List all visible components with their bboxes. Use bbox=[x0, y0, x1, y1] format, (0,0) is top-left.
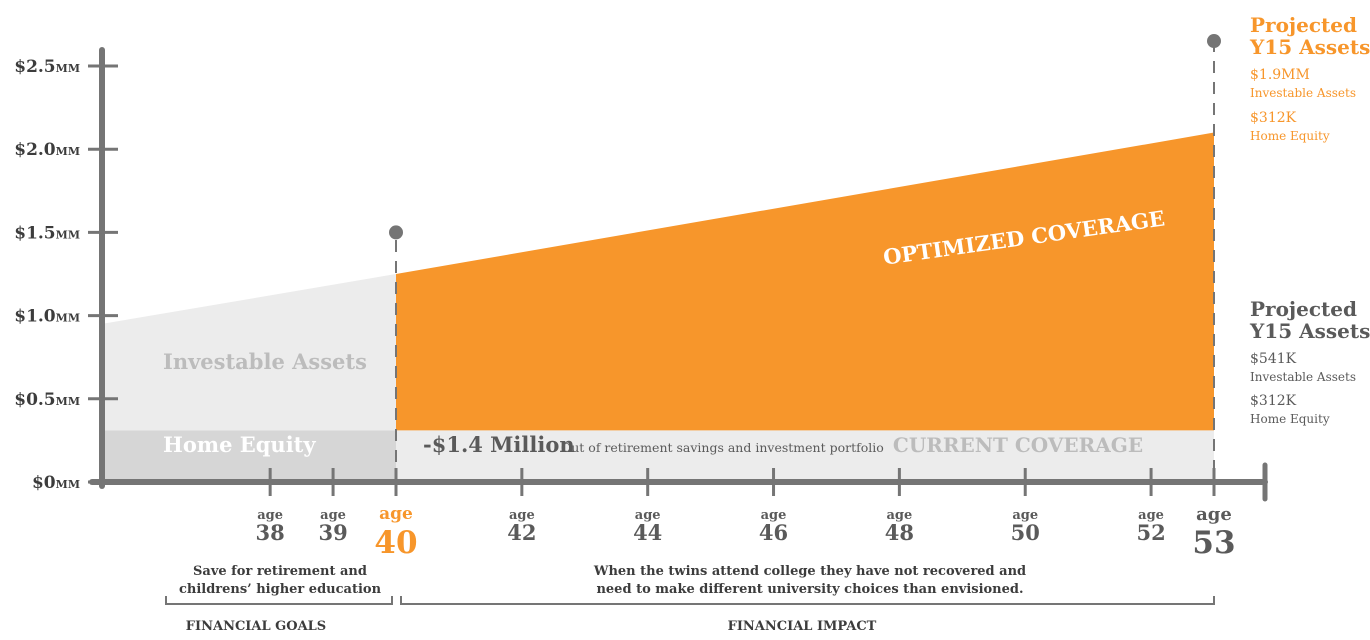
loss-amount-label: -$1.4 Million bbox=[423, 432, 575, 457]
y-tick-label: $2.5MM bbox=[14, 57, 80, 77]
x-tick-label: 42 bbox=[507, 520, 536, 545]
x-tick-age-label: age bbox=[509, 508, 535, 523]
investable-assets-area bbox=[102, 274, 396, 431]
x-tick-age-label: age bbox=[257, 508, 283, 523]
financial-impact-block: When the twins attend college they have … bbox=[400, 564, 1215, 634]
x-tick-age-label: age bbox=[886, 508, 912, 523]
financial-impact-bracket bbox=[400, 596, 1215, 605]
x-tick-age-label: age bbox=[379, 504, 413, 524]
projected-current-equity-value: $312K bbox=[1250, 393, 1297, 409]
y-axis-ticks: $0MM $0.5MM $1.0MM $1.5MM $2.0MM $2.5MM bbox=[14, 57, 118, 493]
x-tick-label: 52 bbox=[1136, 520, 1165, 545]
projected-current-block: Projected Y15 Assets $541K Investable As… bbox=[1249, 297, 1370, 426]
current-coverage-label: CURRENT COVERAGE bbox=[893, 433, 1143, 457]
projected-current-investable-value: $541K bbox=[1250, 351, 1297, 367]
projected-optimized-block: Projected Y15 Assets $1.9MM Investable A… bbox=[1249, 13, 1370, 143]
x-tick-label: 50 bbox=[1011, 520, 1040, 545]
projected-current-title-2: Y15 Assets bbox=[1249, 319, 1370, 343]
projected-current-investable-label: Investable Assets bbox=[1250, 370, 1356, 384]
financial-goals-text-1: Save for retirement and bbox=[193, 564, 367, 579]
y-tick-label: $1.0MM bbox=[14, 307, 80, 327]
projected-optimized-title-1: Projected bbox=[1250, 13, 1357, 37]
x-tick-age-label: age bbox=[320, 508, 346, 523]
x-tick-age-label: age bbox=[635, 508, 661, 523]
projected-optimized-equity-value: $312K bbox=[1250, 110, 1297, 126]
x-tick-age-label: age bbox=[1012, 508, 1038, 523]
x-tick-label: 53 bbox=[1192, 525, 1235, 561]
y-tick-label: $2.0MM bbox=[14, 140, 80, 160]
y-tick-label: $1.5MM bbox=[14, 223, 80, 243]
projected-optimized-investable-value: $1.9MM bbox=[1250, 67, 1310, 83]
x-tick-age-label: age bbox=[1196, 504, 1232, 525]
x-tick-label: 38 bbox=[256, 520, 285, 545]
financial-goals-bracket bbox=[165, 596, 393, 605]
chart-markers bbox=[389, 34, 1221, 240]
financial-goals-block: Save for retirement and childrens’ highe… bbox=[165, 564, 393, 634]
financial-impact-label: FINANCIAL IMPACT bbox=[728, 619, 877, 634]
marker-dot bbox=[1207, 34, 1221, 49]
x-tick-age-label: age bbox=[761, 508, 787, 523]
y-tick-label: $0MM bbox=[32, 473, 80, 493]
x-tick-age-label: age bbox=[1138, 508, 1164, 523]
financial-goals-label: FINANCIAL GOALS bbox=[186, 619, 326, 634]
projected-optimized-title-2: Y15 Assets bbox=[1249, 35, 1370, 59]
marker-dot bbox=[389, 225, 403, 240]
x-tick-label: 39 bbox=[318, 520, 347, 545]
projected-current-equity-label: Home Equity bbox=[1250, 412, 1330, 426]
x-tick-label: 46 bbox=[759, 520, 788, 545]
financial-impact-text-1: When the twins attend college they have … bbox=[593, 564, 1026, 579]
financial-goals-text-2: childrens’ higher education bbox=[179, 582, 382, 597]
home-equity-label: Home Equity bbox=[163, 432, 316, 457]
projected-current-title-1: Projected bbox=[1250, 297, 1357, 321]
optimized-coverage-area bbox=[396, 132, 1214, 431]
loss-note-label: Out of retirement savings and investment… bbox=[561, 440, 884, 455]
financial-impact-text-2: need to make different university choice… bbox=[596, 582, 1023, 597]
x-tick-label: 48 bbox=[885, 520, 914, 545]
current-coverage-area bbox=[396, 430, 1214, 482]
y-tick-label: $0.5MM bbox=[14, 390, 80, 410]
projected-optimized-investable-label: Investable Assets bbox=[1250, 86, 1356, 100]
x-tick-label: 44 bbox=[633, 520, 662, 545]
investable-assets-label: Investable Assets bbox=[163, 349, 367, 374]
x-tick-label: 40 bbox=[374, 525, 417, 561]
home-equity-area bbox=[102, 430, 396, 482]
x-axis-ticks: age38age39age40age42age44age46age48age50… bbox=[256, 462, 1268, 561]
projected-optimized-equity-label: Home Equity bbox=[1250, 129, 1330, 143]
